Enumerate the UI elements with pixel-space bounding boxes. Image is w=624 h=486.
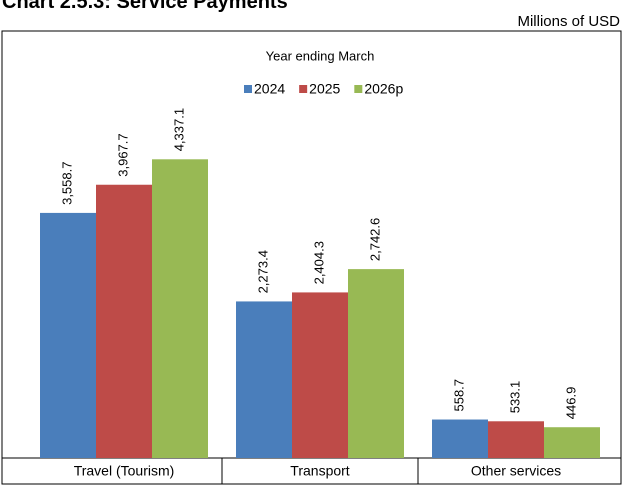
- x-tick-label: Other services: [471, 463, 561, 479]
- bar: [348, 269, 404, 458]
- legend-swatch: [299, 85, 308, 93]
- value-label: 446.9: [563, 387, 578, 420]
- bar: [40, 212, 96, 458]
- value-label: 558.7: [451, 379, 466, 412]
- chart-title: Chart 2.5.3: Service Payments: [2, 0, 288, 13]
- x-tick-label: Travel (Tourism): [74, 463, 175, 479]
- legend-swatch: [354, 85, 363, 93]
- value-label: 533.1: [507, 381, 522, 414]
- legend-label: 2026p: [364, 81, 403, 97]
- value-label: 3,967.7: [115, 133, 130, 176]
- chart-subtitle: Millions of USD: [517, 13, 620, 30]
- bar: [292, 292, 348, 458]
- bar: [544, 427, 600, 458]
- x-tick-label: Transport: [290, 463, 350, 479]
- bar: [236, 301, 292, 458]
- legend-swatch: [244, 85, 252, 93]
- bar: [96, 184, 152, 458]
- bar: [432, 419, 488, 458]
- value-label: 4,337.1: [171, 108, 186, 151]
- plot-frame: [1, 30, 622, 485]
- value-label: 2,742.6: [367, 218, 382, 261]
- legend-label: 2025: [309, 81, 340, 97]
- value-label: 2,273.4: [255, 250, 270, 293]
- bar: [488, 421, 544, 458]
- legend-title: Year ending March: [266, 48, 375, 63]
- value-label: 2,404.3: [311, 241, 326, 284]
- value-label: 3,558.7: [59, 162, 74, 205]
- legend-label: 2024: [254, 81, 285, 97]
- bar: [152, 159, 208, 458]
